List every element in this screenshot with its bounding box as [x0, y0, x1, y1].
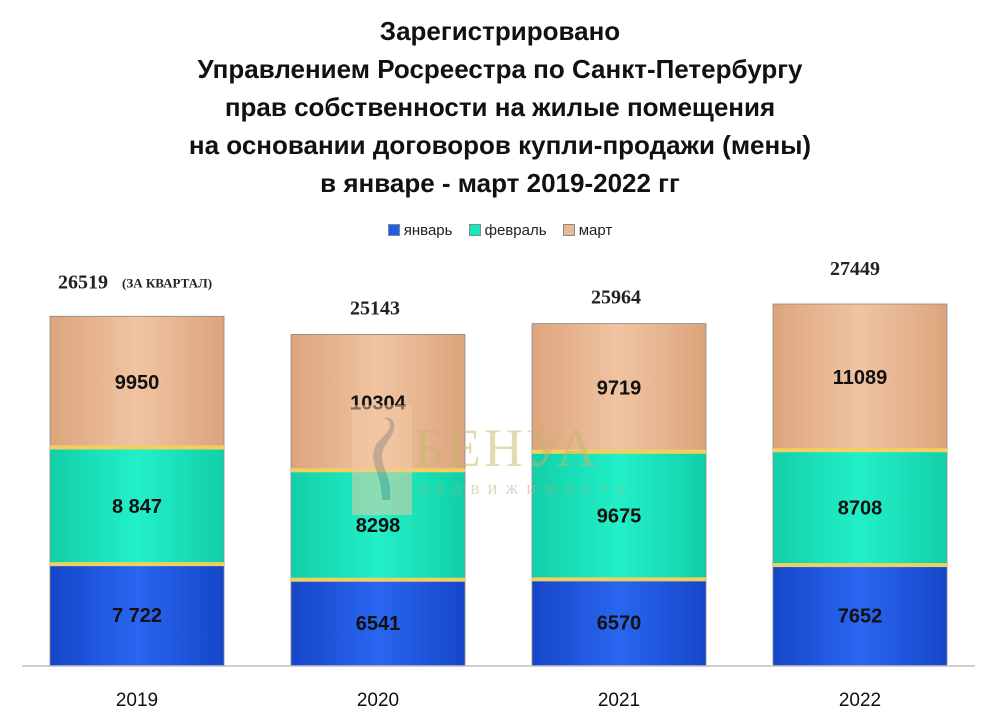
- bar-january-2020: [290, 579, 466, 667]
- bar-february-2022: [772, 449, 948, 566]
- bar-separator-2022-2: [773, 448, 947, 453]
- bar-january-2021: [531, 578, 707, 667]
- bar-february-2021: [531, 451, 707, 580]
- title-line-2: Управлением Росреестра по Санкт-Петербур…: [197, 54, 803, 84]
- bar-february-2019: [49, 447, 225, 565]
- x-tick-label-2019: 2019: [116, 690, 158, 711]
- value-label-february-2020: 8298: [356, 515, 401, 537]
- value-label-january-2020: 6541: [356, 613, 401, 635]
- value-label-march-2019: 9950: [115, 372, 160, 394]
- value-label-january-2019: 7 722: [112, 605, 162, 627]
- bar-separator-2020-2: [291, 468, 465, 473]
- legend-swatch-january: [387, 224, 400, 236]
- value-label-january-2021: 6570: [597, 613, 642, 635]
- chart-title: Зарегистрировано Управлением Росреестра …: [0, 12, 1000, 202]
- bar-separator-2019-2: [50, 445, 224, 450]
- title-line-1: Зарегистрировано: [379, 16, 621, 46]
- value-label-february-2021: 9675: [597, 506, 642, 528]
- bars-layer: [49, 303, 948, 667]
- bar-march-2022: [772, 303, 948, 451]
- x-tick-label-2020: 2020: [357, 690, 399, 711]
- legend-item-january: январь: [387, 222, 453, 239]
- legend: январь февраль март: [0, 222, 1000, 239]
- value-label-february-2019: 8 847: [112, 496, 162, 518]
- title-line-5: в январе - март 2019-2022 гг: [320, 168, 680, 198]
- legend-swatch-february: [468, 224, 481, 236]
- value-label-february-2022: 8708: [838, 498, 883, 520]
- total-label-2021: 25964: [591, 287, 641, 309]
- bar-separator-2021-1: [532, 577, 706, 582]
- legend-label-february: февраль: [484, 222, 547, 239]
- bar-march-2021: [531, 323, 707, 453]
- value-label-march-2020: 10304: [350, 392, 406, 414]
- bar-separator-2022-1: [773, 563, 947, 568]
- legend-item-february: февраль: [468, 222, 547, 239]
- total-label-2019: 26519: [58, 271, 108, 293]
- legend-swatch-march: [562, 224, 575, 236]
- legend-label-march: март: [578, 222, 613, 239]
- title-line-4: на основании договоров купли-продажи (ме…: [188, 130, 812, 160]
- bar-march-2019: [49, 315, 225, 448]
- bar-separator-2019-1: [50, 562, 224, 567]
- title-line-3: прав собственности на жилые помещения: [224, 92, 776, 122]
- total-note: (ЗА КВАРТАЛ): [122, 275, 212, 290]
- legend-item-march: март: [562, 222, 613, 239]
- bar-january-2022: [772, 564, 948, 667]
- value-label-march-2021: 9719: [597, 378, 642, 400]
- labels-layer: 7 722 8 847 9950 26519 (ЗА КВАРТАЛ) 2019 6541 8…: [58, 258, 887, 711]
- bar-separator-2021-2: [532, 449, 706, 454]
- total-label-2020: 25143: [350, 297, 400, 319]
- value-label-january-2022: 7652: [838, 606, 883, 628]
- x-tick-label-2022: 2022: [839, 690, 881, 711]
- bar-january-2019: [49, 563, 225, 667]
- legend-label-january: январь: [403, 222, 453, 239]
- total-label-2022: 27449: [830, 258, 880, 280]
- value-label-march-2022: 11089: [833, 367, 888, 389]
- bar-separator-2020-1: [291, 577, 465, 582]
- x-tick-label-2021: 2021: [598, 690, 640, 711]
